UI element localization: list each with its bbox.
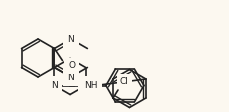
Text: N: N <box>82 81 89 90</box>
Text: Cl: Cl <box>66 62 75 71</box>
Text: N: N <box>67 34 74 43</box>
Text: N: N <box>51 81 57 90</box>
Text: Cl: Cl <box>120 77 128 86</box>
Text: O: O <box>69 61 76 70</box>
Text: NH: NH <box>83 81 97 90</box>
Text: N: N <box>67 72 74 82</box>
